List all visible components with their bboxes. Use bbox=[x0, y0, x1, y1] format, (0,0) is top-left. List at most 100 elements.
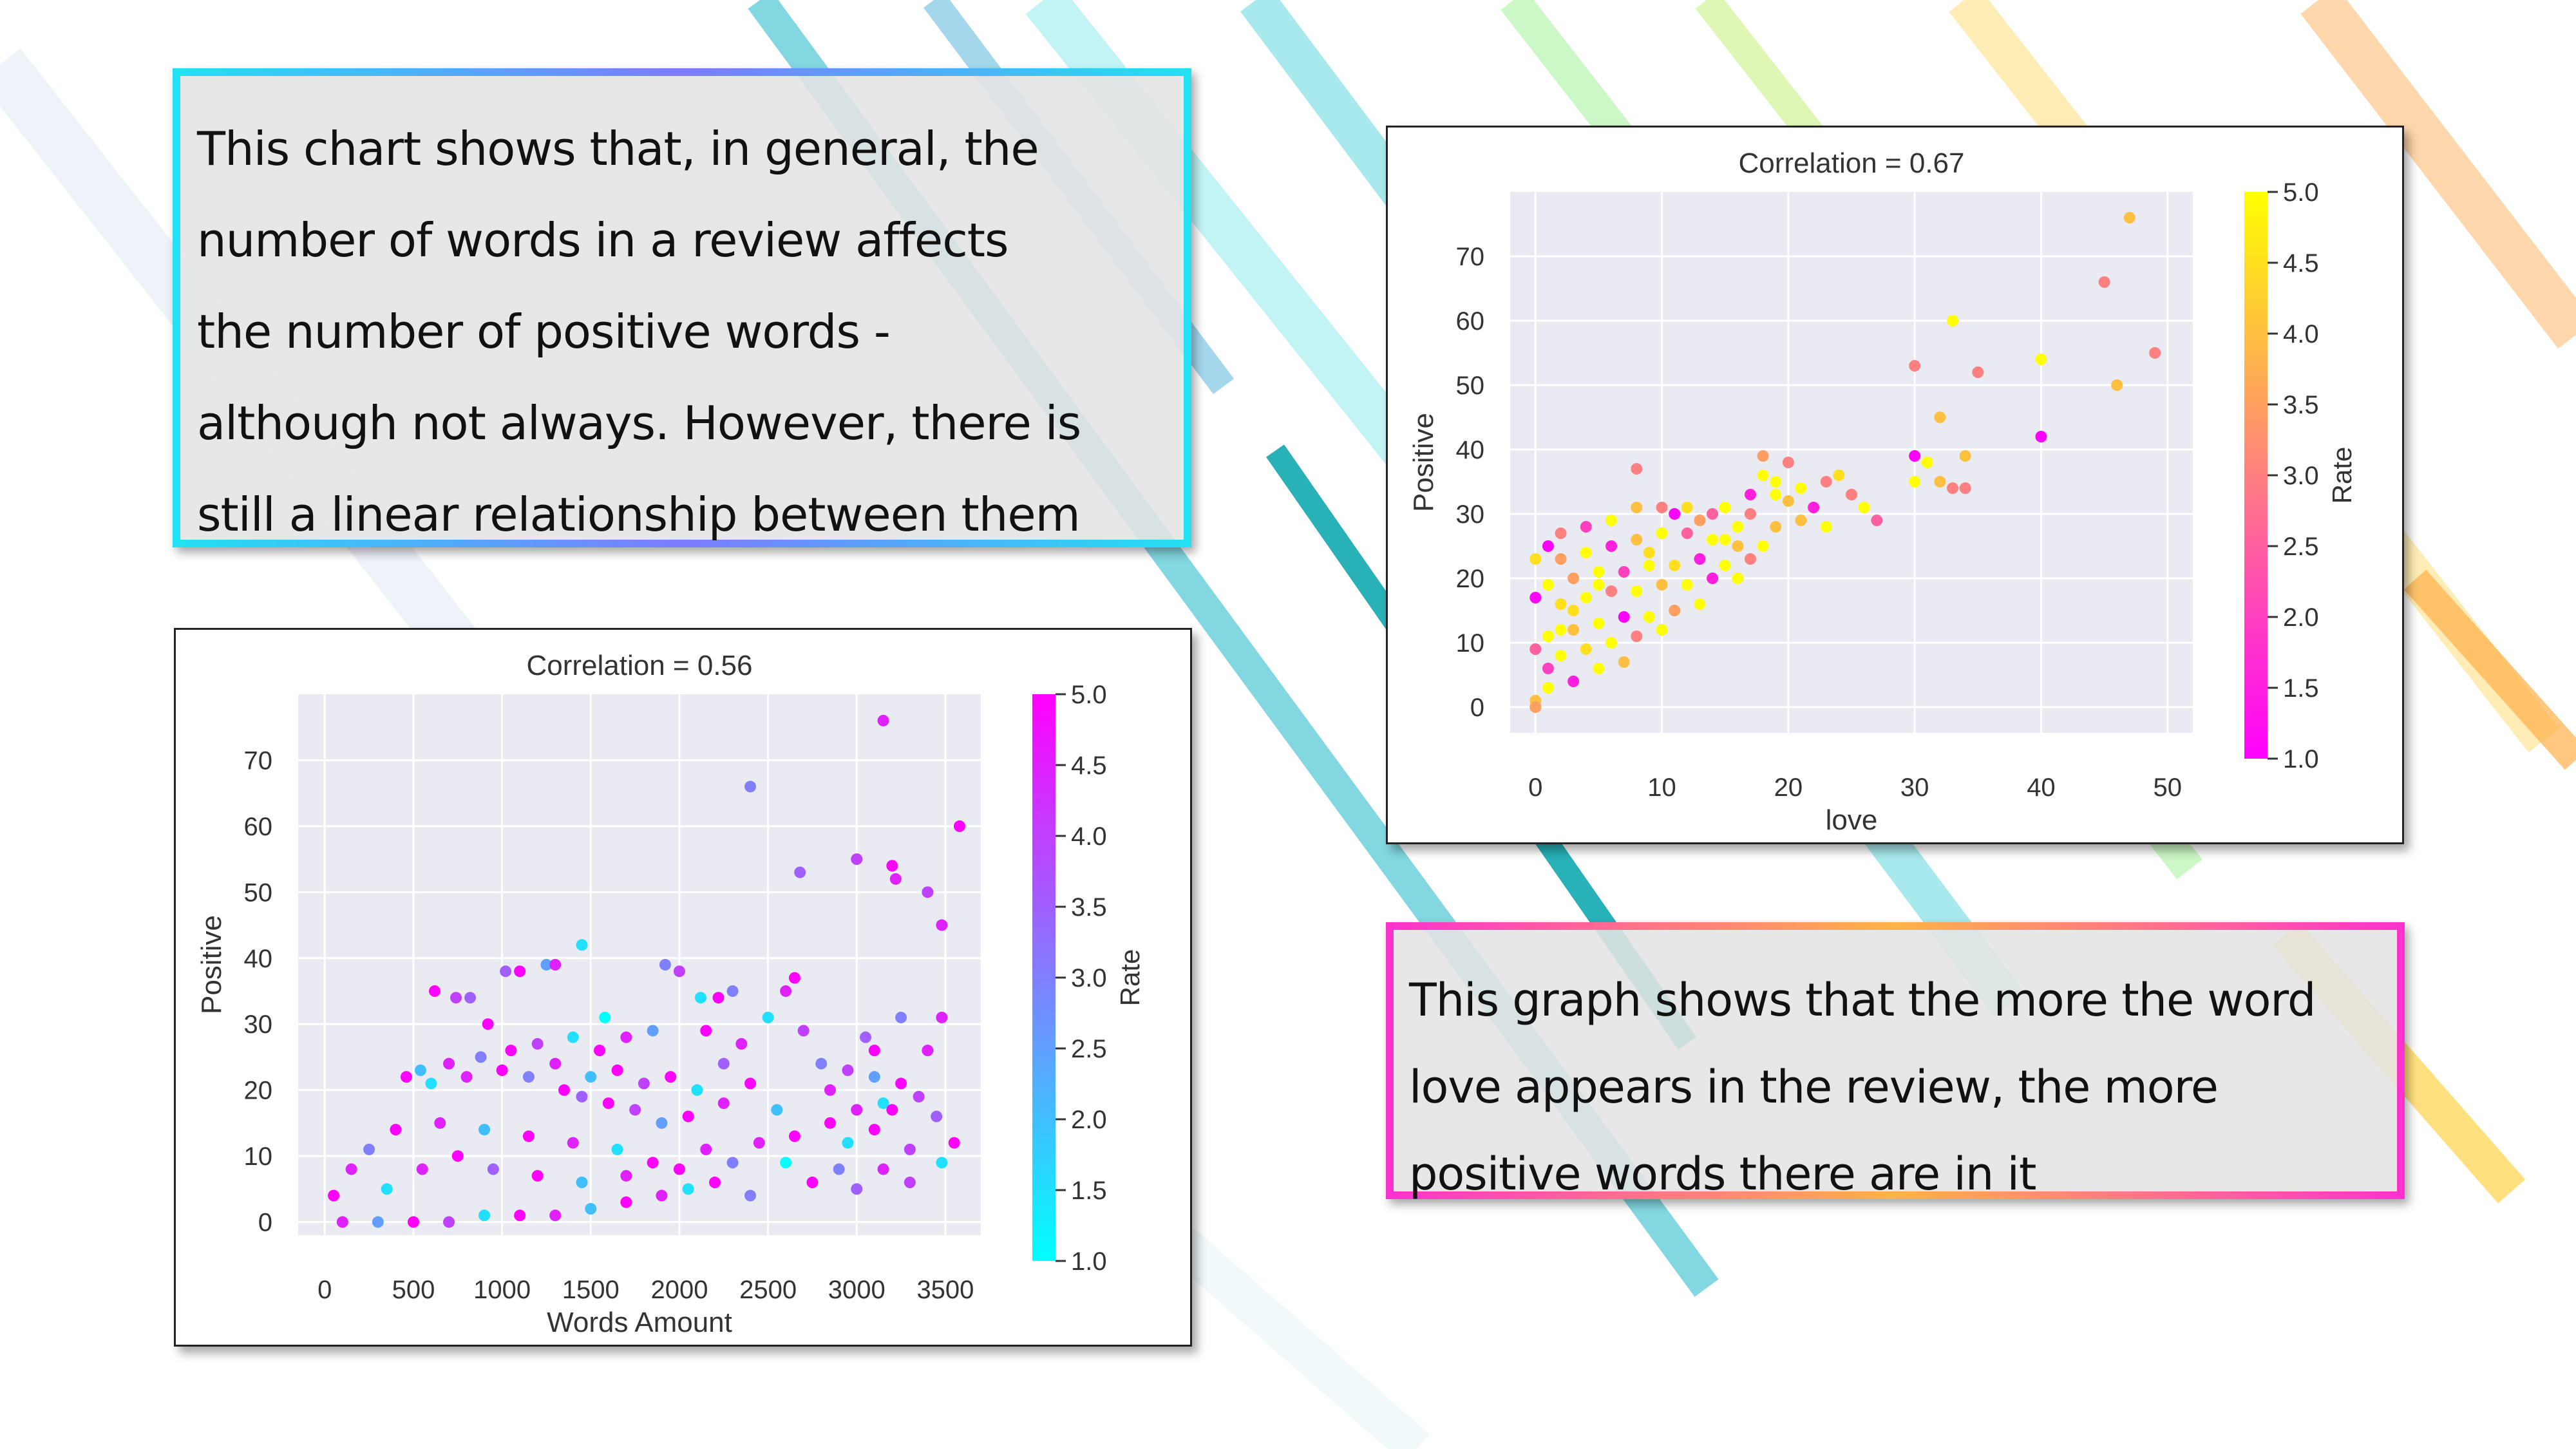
data-point bbox=[771, 1104, 783, 1116]
data-point bbox=[1643, 547, 1655, 558]
text-line: the number of positive words - bbox=[197, 305, 891, 359]
colorbar-tick-label: 1.5 bbox=[1071, 1177, 1107, 1205]
data-point bbox=[1580, 592, 1592, 603]
data-point bbox=[522, 1071, 535, 1083]
data-point bbox=[886, 860, 898, 872]
data-point bbox=[682, 1110, 694, 1122]
data-point bbox=[1542, 630, 1554, 642]
data-point bbox=[1744, 489, 1756, 500]
data-point bbox=[464, 992, 477, 1004]
data-point bbox=[1719, 560, 1731, 571]
data-point bbox=[336, 1216, 348, 1228]
data-point bbox=[1744, 508, 1756, 520]
data-point bbox=[514, 965, 526, 978]
data-point bbox=[1593, 566, 1605, 578]
data-point bbox=[936, 1157, 948, 1169]
data-point bbox=[665, 1071, 677, 1083]
colorbar-tick-label: 1.0 bbox=[2283, 745, 2319, 773]
y-tick-label: 10 bbox=[1456, 629, 1485, 658]
text-line: This graph shows that the more the word bbox=[1409, 974, 2316, 1027]
y-tick-label: 40 bbox=[1456, 436, 1485, 464]
data-point bbox=[815, 1057, 828, 1070]
data-point bbox=[363, 1143, 375, 1155]
data-point bbox=[1744, 553, 1756, 565]
data-point bbox=[1530, 643, 1542, 655]
data-point bbox=[1770, 521, 1782, 533]
data-point bbox=[877, 1163, 889, 1175]
data-point bbox=[1555, 527, 1567, 539]
data-point bbox=[1921, 457, 1933, 468]
data-point bbox=[638, 1077, 650, 1090]
chart-svg: 0 500 1000 1500 2000 2500 3000 3500 0 10 20 30 40 50 6… bbox=[196, 650, 1145, 1338]
y-tick-label: 60 bbox=[244, 813, 273, 841]
data-point bbox=[522, 1130, 535, 1142]
colorbar-tick-label: 2.5 bbox=[2283, 533, 2319, 561]
data-point bbox=[691, 1084, 703, 1096]
text-line: number of words in a review affects bbox=[197, 213, 1009, 267]
x-tick-label: 500 bbox=[392, 1276, 435, 1304]
data-point bbox=[505, 1045, 517, 1057]
data-point bbox=[735, 1037, 748, 1050]
data-point bbox=[549, 959, 562, 971]
data-point bbox=[531, 1037, 544, 1050]
y-axis-label: Positive bbox=[196, 915, 227, 1014]
data-point bbox=[549, 1209, 562, 1222]
data-point bbox=[1542, 540, 1554, 552]
data-point bbox=[381, 1183, 393, 1195]
text-line: positive words there are in it bbox=[1409, 1148, 2036, 1200]
y-tick-label: 40 bbox=[244, 945, 273, 973]
data-point bbox=[1934, 476, 1946, 488]
data-point bbox=[1719, 502, 1731, 513]
x-axis-label: Words Amount bbox=[547, 1307, 732, 1338]
data-point bbox=[744, 781, 757, 793]
data-point bbox=[780, 985, 792, 997]
data-point bbox=[1694, 553, 1706, 565]
data-point bbox=[1542, 579, 1554, 591]
data-point bbox=[549, 1057, 562, 1070]
data-point bbox=[1947, 482, 1959, 494]
data-point bbox=[1871, 515, 1883, 526]
data-point bbox=[620, 1196, 632, 1208]
data-point bbox=[700, 1143, 712, 1155]
data-point bbox=[1542, 663, 1554, 674]
data-point bbox=[788, 1130, 800, 1142]
text-line: still a linear relationship between them bbox=[197, 488, 1081, 542]
data-point bbox=[682, 1183, 694, 1195]
chart-title: Correlation = 0.67 bbox=[1739, 147, 1965, 179]
data-point bbox=[1795, 482, 1807, 494]
data-point bbox=[1782, 457, 1794, 468]
data-point bbox=[1681, 502, 1693, 513]
data-point bbox=[1631, 463, 1643, 475]
data-point bbox=[567, 1031, 579, 1043]
data-point bbox=[496, 1064, 508, 1076]
data-point bbox=[913, 1090, 925, 1103]
data-point bbox=[1757, 469, 1769, 481]
data-point bbox=[500, 965, 512, 978]
data-point bbox=[1770, 489, 1782, 500]
data-point bbox=[1593, 579, 1605, 591]
data-point bbox=[585, 1071, 597, 1083]
data-point bbox=[1580, 643, 1592, 655]
data-point bbox=[1618, 611, 1630, 623]
data-point bbox=[514, 1209, 526, 1222]
data-point bbox=[833, 1163, 845, 1175]
data-point bbox=[602, 1097, 614, 1110]
data-point bbox=[390, 1124, 402, 1136]
data-point bbox=[762, 1011, 774, 1023]
y-tick-label: 30 bbox=[1456, 500, 1485, 529]
data-point bbox=[717, 1057, 730, 1070]
data-point bbox=[851, 1183, 863, 1195]
y-tick-label: 60 bbox=[1456, 307, 1485, 336]
data-point bbox=[673, 965, 685, 978]
data-point bbox=[1947, 315, 1959, 327]
data-point bbox=[953, 820, 965, 832]
data-point bbox=[1959, 482, 1971, 494]
data-point bbox=[629, 1104, 641, 1116]
data-point bbox=[1656, 502, 1668, 513]
data-point bbox=[1555, 650, 1567, 661]
y-tick-label: 50 bbox=[1456, 372, 1485, 400]
y-tick-label: 70 bbox=[1456, 243, 1485, 271]
colorbar-tick-label: 4.5 bbox=[1071, 752, 1107, 780]
colorbar-label: Rate bbox=[2327, 447, 2357, 504]
data-point bbox=[1681, 579, 1693, 591]
